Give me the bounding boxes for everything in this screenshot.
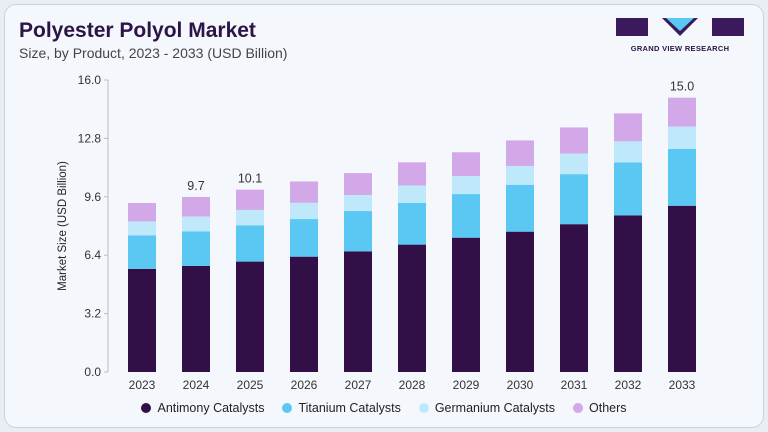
x-tick-label: 2028 — [399, 378, 426, 392]
bar-segment-titanium-catalysts — [182, 231, 210, 266]
bar-segment-germanium-catalysts — [236, 209, 264, 226]
data-label: 10.1 — [238, 172, 262, 186]
bar-segment-others — [290, 181, 318, 203]
y-axis-label: Market Size (USD Billion) — [57, 161, 69, 291]
x-tick-label: 2030 — [507, 378, 534, 392]
x-tick-label: 2024 — [183, 378, 210, 392]
y-tick-label: 6.4 — [84, 248, 101, 262]
legend-label: Others — [589, 401, 627, 415]
bar-segment-others — [614, 113, 642, 142]
bar-segment-germanium-catalysts — [128, 221, 156, 236]
x-tick-label: 2027 — [345, 378, 372, 392]
chart-title: Polyester Polyol Market — [19, 19, 256, 42]
x-tick-label: 2033 — [669, 378, 696, 392]
legend: Antimony Catalysts Titanium Catalysts Germ… — [0, 401, 768, 415]
bar-segment-others — [344, 173, 372, 195]
data-label: 15.0 — [670, 80, 694, 94]
legend-label: Antimony Catalysts — [157, 401, 265, 415]
bar-segment-germanium-catalysts — [668, 126, 696, 149]
bar-segment-germanium-catalysts — [452, 175, 480, 195]
bar-segment-titanium-catalysts — [290, 219, 318, 257]
bar-segment-germanium-catalysts — [560, 153, 588, 175]
bar-segment-others — [506, 140, 534, 166]
x-tick-label: 2031 — [561, 378, 588, 392]
grand-view-research-logo: GRAND VIEW RESEARCH — [610, 14, 750, 54]
bar-segment-others — [182, 196, 210, 217]
bar-segment-titanium-catalysts — [560, 174, 588, 225]
bar-segment-antimony-catalysts — [668, 205, 696, 372]
bar-segment-titanium-catalysts — [452, 194, 480, 238]
bar-segment-antimony-catalysts — [182, 265, 210, 372]
bar-segment-titanium-catalysts — [668, 148, 696, 206]
bar-segment-titanium-catalysts — [506, 184, 534, 232]
legend-swatch-icon — [418, 403, 429, 413]
bar-segment-titanium-catalysts — [398, 202, 426, 245]
bar-segment-others — [398, 162, 426, 186]
bar-segment-antimony-catalysts — [290, 256, 318, 372]
x-tick-label: 2026 — [291, 378, 318, 392]
y-tick-label: 9.6 — [84, 190, 101, 204]
bar-segment-germanium-catalysts — [614, 141, 642, 163]
bar-segment-antimony-catalysts — [614, 215, 642, 372]
legend-swatch-icon — [282, 403, 293, 413]
bar-segment-others — [236, 189, 264, 210]
x-tick-label: 2025 — [237, 378, 264, 392]
bar-segment-titanium-catalysts — [128, 235, 156, 269]
bar-segment-germanium-catalysts — [182, 216, 210, 232]
bar-segment-titanium-catalysts — [614, 162, 642, 216]
legend-item: Others — [573, 401, 627, 415]
bar-segment-others — [560, 127, 588, 154]
legend-swatch-icon — [573, 403, 583, 413]
legend-label: Germanium Catalysts — [434, 401, 555, 415]
bar-segment-titanium-catalysts — [236, 225, 264, 262]
bar-segment-antimony-catalysts — [344, 251, 372, 372]
bar-segment-germanium-catalysts — [290, 202, 318, 220]
legend-swatch-icon — [141, 403, 152, 413]
bar-segment-antimony-catalysts — [560, 224, 588, 372]
x-tick-label: 2023 — [129, 378, 156, 392]
x-tick-label: 2029 — [453, 378, 480, 392]
logo-text: GRAND VIEW RESEARCH — [630, 44, 730, 53]
y-tick-label: 12.8 — [78, 131, 102, 145]
bar-segment-titanium-catalysts — [344, 211, 372, 252]
bar-segment-others — [668, 97, 696, 127]
bar-segment-antimony-catalysts — [236, 261, 264, 372]
bar-segment-germanium-catalysts — [398, 185, 426, 203]
y-tick-label: 16.0 — [78, 73, 102, 87]
legend-item: Antimony Catalysts — [141, 401, 264, 415]
bar-segment-germanium-catalysts — [344, 194, 372, 212]
chart-subtitle: Size, by Product, 2023 - 2033 (USD Billi… — [19, 45, 288, 61]
bar-segment-antimony-catalysts — [128, 268, 156, 372]
bar-segment-others — [128, 203, 156, 222]
bar-segment-germanium-catalysts — [506, 165, 534, 185]
bar-segment-antimony-catalysts — [506, 231, 534, 372]
data-label: 9.7 — [187, 179, 204, 193]
logo-mark-icon — [616, 18, 744, 36]
legend-item: Germanium Catalysts — [418, 401, 555, 415]
legend-label: Titanium Catalysts — [298, 401, 401, 415]
bar-segment-others — [452, 152, 480, 176]
x-tick-label: 2032 — [615, 378, 642, 392]
bar-segment-antimony-catalysts — [398, 244, 426, 372]
legend-item: Titanium Catalysts — [282, 401, 401, 415]
y-tick-label: 3.2 — [84, 307, 101, 321]
bar-segment-antimony-catalysts — [452, 237, 480, 372]
y-tick-label: 0.0 — [84, 365, 101, 379]
